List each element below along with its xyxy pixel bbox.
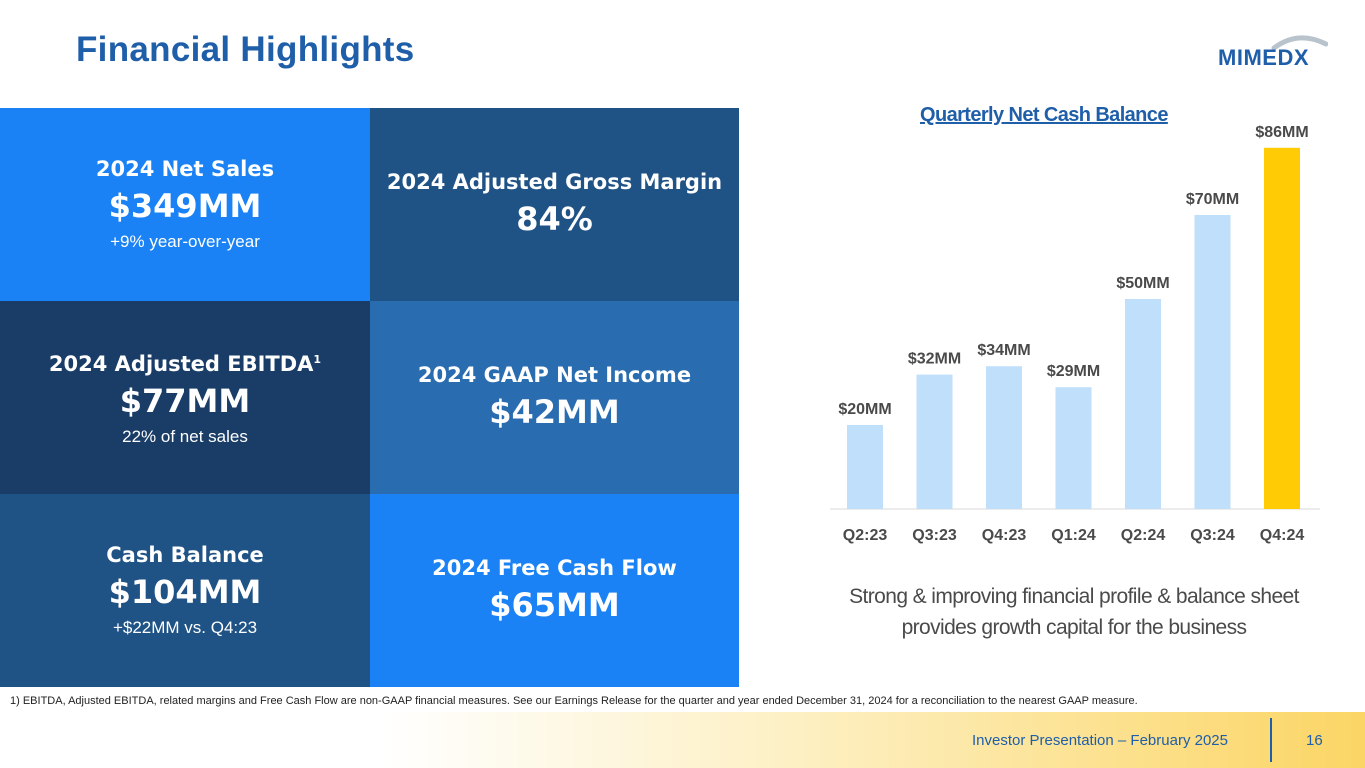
tile-subtext: 22% of net sales bbox=[122, 427, 248, 446]
data-label: $50MM bbox=[1116, 275, 1169, 292]
x-tick-label: Q3:24 bbox=[1190, 527, 1235, 544]
tile-label: 2024 Adjusted EBITDA1 bbox=[48, 352, 322, 376]
tagline: Strong & improving financial profile & b… bbox=[820, 581, 1328, 643]
bar-Q4-23 bbox=[986, 366, 1022, 509]
tile-label: 2024 GAAP Net Income bbox=[417, 363, 692, 387]
page-number: 16 bbox=[1306, 732, 1323, 749]
highlights-grid: 2024 Net Sales $349MM +9% year-over-year… bbox=[0, 108, 739, 687]
tagline-line-2: provides growth capital for the business bbox=[901, 616, 1247, 639]
data-label: $70MM bbox=[1186, 191, 1239, 208]
x-tick-label: Q3:23 bbox=[912, 527, 957, 544]
footnote: 1) EBITDA, Adjusted EBITDA, related marg… bbox=[10, 695, 1138, 707]
data-label: $20MM bbox=[838, 401, 891, 418]
bar-Q2-23 bbox=[847, 425, 883, 509]
x-tick-label: Q1:24 bbox=[1051, 527, 1096, 544]
tile-value: 84% bbox=[516, 200, 593, 238]
logo-text: MIMEDX bbox=[1218, 45, 1309, 70]
footnote-mark: 1 bbox=[313, 353, 322, 366]
page-title: Financial Highlights bbox=[76, 30, 415, 69]
footer-divider bbox=[1270, 718, 1272, 762]
tile-label: 2024 Free Cash Flow bbox=[432, 556, 677, 580]
data-label: $34MM bbox=[977, 342, 1030, 359]
bar-Q2-24 bbox=[1125, 299, 1161, 509]
tile-free-cash-flow: 2024 Free Cash Flow $65MM bbox=[370, 494, 739, 687]
tile-net-income: 2024 GAAP Net Income $42MM bbox=[370, 301, 739, 494]
data-label: $86MM bbox=[1255, 124, 1308, 141]
bar-Q3-23 bbox=[916, 374, 953, 509]
x-tick-label: Q4:23 bbox=[982, 527, 1027, 544]
bar-Q3-24 bbox=[1194, 215, 1231, 509]
footer-text: Investor Presentation – February 2025 bbox=[972, 732, 1228, 749]
data-label: $29MM bbox=[1047, 363, 1100, 380]
x-tick-label: Q2:24 bbox=[1121, 527, 1166, 544]
bar-Q4-24 bbox=[1264, 147, 1300, 510]
tile-subtext: +9% year-over-year bbox=[110, 231, 260, 251]
tile-subtext: +$22MM vs. Q4:23 bbox=[112, 617, 258, 637]
tile-value: $349MM bbox=[108, 186, 262, 225]
tile-adjusted-ebitda: 2024 Adjusted EBITDA1 $77MM 22% of net s… bbox=[0, 301, 370, 494]
net-cash-bar-chart: $20MM Q2:23 $32MM Q3:23 $34MM Q4:23 $29MM Q1:24… bbox=[830, 124, 1320, 544]
footer: Investor Presentation – February 2025 16 bbox=[0, 712, 1365, 768]
tile-cash-balance: Cash Balance $104MM +$22MM vs. Q4:23 bbox=[0, 494, 370, 687]
tile-value: $65MM bbox=[489, 586, 620, 624]
tile-label: 2024 Adjusted Gross Margin bbox=[386, 170, 723, 194]
company-logo: MIMEDX bbox=[1218, 32, 1330, 72]
chart-title: Quarterly Net Cash Balance bbox=[920, 104, 1168, 126]
data-label: $32MM bbox=[908, 351, 961, 368]
bar-Q1-24 bbox=[1055, 387, 1092, 509]
tile-value: $77MM bbox=[119, 382, 251, 420]
x-tick-label: Q2:23 bbox=[843, 527, 888, 544]
tile-value: $104MM bbox=[108, 572, 262, 611]
tile-label: Cash Balance bbox=[106, 542, 264, 567]
logo-arc-icon bbox=[1271, 35, 1328, 50]
tagline-line-1: Strong & improving financial profile & b… bbox=[849, 585, 1299, 608]
tile-value: $42MM bbox=[489, 393, 620, 431]
tile-net-sales: 2024 Net Sales $349MM +9% year-over-year bbox=[0, 108, 370, 301]
x-tick-label: Q4:24 bbox=[1260, 527, 1305, 544]
tile-label: 2024 Net Sales bbox=[95, 156, 275, 181]
tile-gross-margin: 2024 Adjusted Gross Margin 84% bbox=[370, 108, 739, 301]
